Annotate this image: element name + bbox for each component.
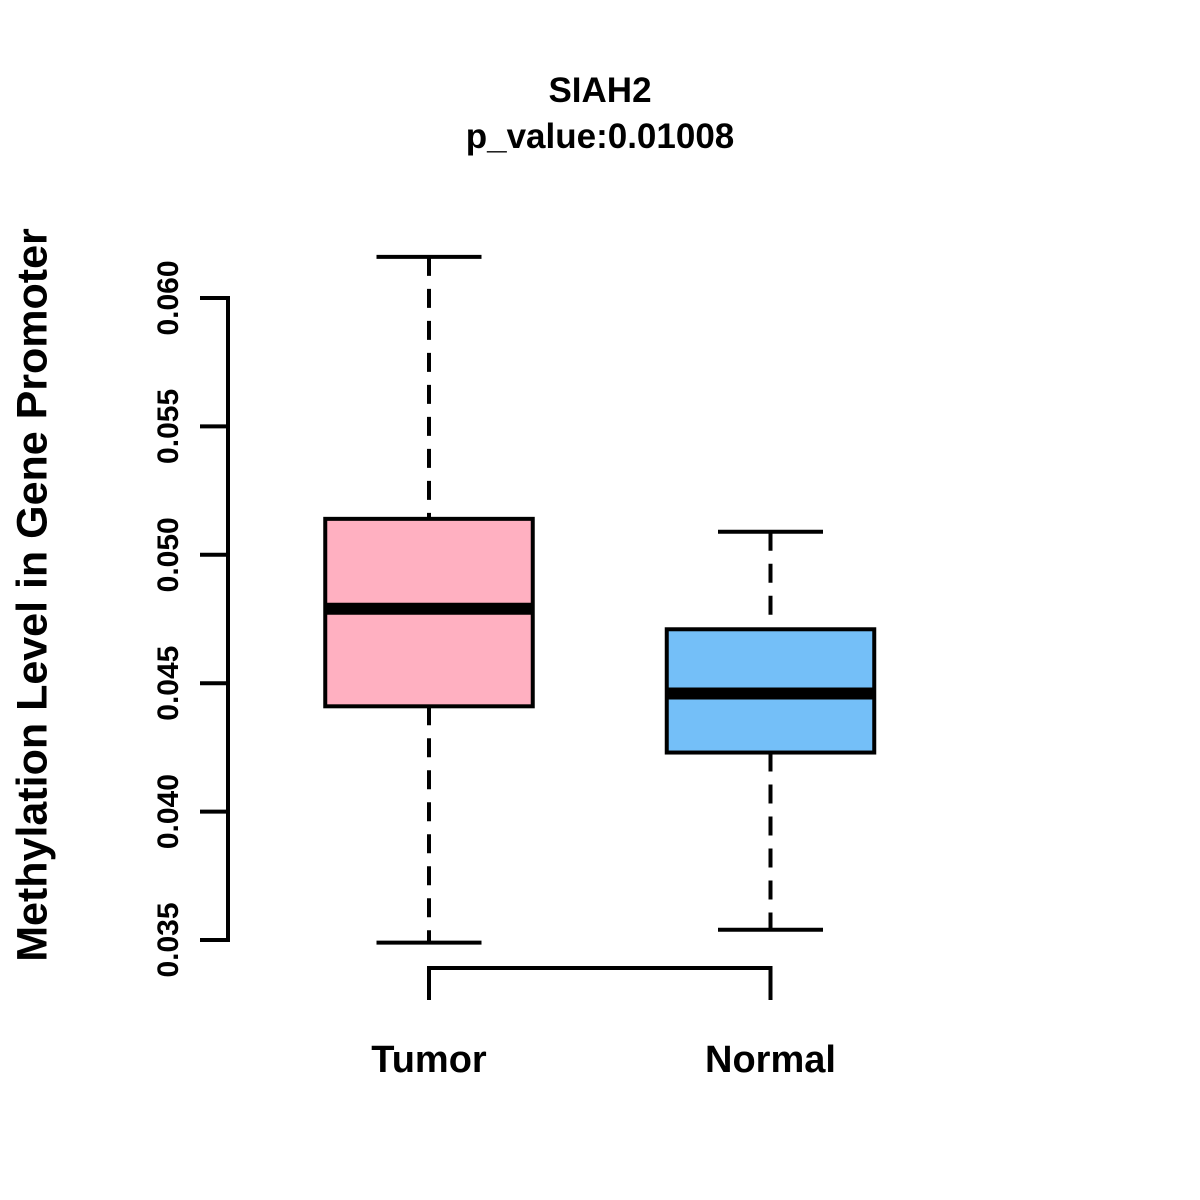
y-axis-tick-label: 0.050 — [152, 517, 185, 592]
x-category-label-normal: Normal — [705, 1039, 836, 1081]
y-axis-tick-label: 0.060 — [152, 260, 185, 335]
y-axis-tick-label: 0.035 — [152, 902, 185, 977]
x-category-label-tumor: Tumor — [371, 1039, 487, 1081]
y-axis-tick-label: 0.045 — [152, 646, 185, 721]
y-axis-tick-label: 0.055 — [152, 389, 185, 464]
chart-subtitle: p_value:0.01008 — [465, 117, 735, 156]
x-axis-bracket — [427, 966, 773, 1000]
y-axis-tick-label: 0.040 — [152, 774, 185, 849]
chart-title: SIAH2 — [548, 71, 652, 110]
